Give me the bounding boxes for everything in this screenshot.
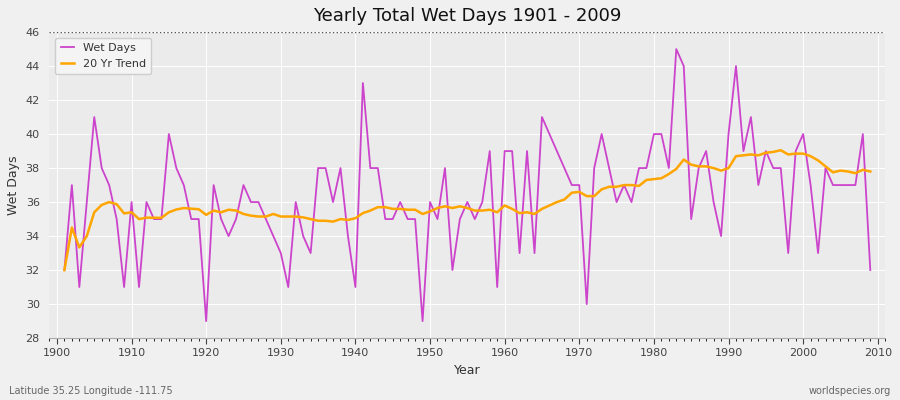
Wet Days <box>201 319 212 324</box>
Text: Latitude 35.25 Longitude -111.75: Latitude 35.25 Longitude -111.75 <box>9 386 173 396</box>
20 Yr Trend <box>59 268 70 272</box>
Line: 20 Yr Trend: 20 Yr Trend <box>65 150 870 270</box>
Text: worldspecies.org: worldspecies.org <box>809 386 891 396</box>
20 Yr Trend <box>328 219 338 224</box>
Wet Days <box>670 47 681 52</box>
20 Yr Trend <box>283 214 293 219</box>
Wet Days <box>335 166 346 170</box>
20 Yr Trend <box>491 210 502 215</box>
Wet Days <box>500 149 510 154</box>
Wet Days <box>507 149 517 154</box>
Wet Days <box>119 285 130 290</box>
Wet Days <box>597 132 608 136</box>
20 Yr Trend <box>865 169 876 174</box>
Y-axis label: Wet Days: Wet Days <box>7 155 20 215</box>
X-axis label: Year: Year <box>454 364 481 377</box>
Legend: Wet Days, 20 Yr Trend: Wet Days, 20 Yr Trend <box>55 38 151 74</box>
20 Yr Trend <box>500 203 510 208</box>
20 Yr Trend <box>776 148 787 153</box>
Title: Yearly Total Wet Days 1901 - 2009: Yearly Total Wet Days 1901 - 2009 <box>313 7 622 25</box>
Wet Days <box>59 268 70 272</box>
Wet Days <box>291 200 302 204</box>
Wet Days <box>865 268 876 272</box>
20 Yr Trend <box>589 194 599 198</box>
Line: Wet Days: Wet Days <box>65 49 870 321</box>
20 Yr Trend <box>119 211 130 216</box>
